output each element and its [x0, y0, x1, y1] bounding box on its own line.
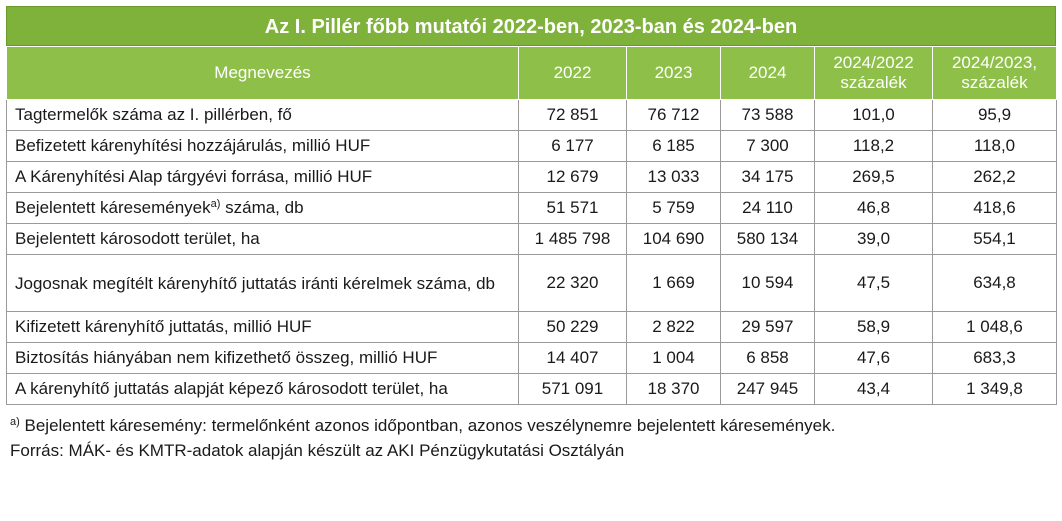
header-ratio-2024-2023-line2: százalék: [961, 73, 1028, 92]
cell-2023: 18 370: [626, 373, 721, 405]
cell-ratio-2024-2023: 95,9: [932, 99, 1057, 131]
cell-ratio-2024-2022: 47,6: [814, 342, 933, 374]
row-name: A Kárenyhítési Alap tárgyévi forrása, mi…: [6, 161, 519, 193]
row-name-text: Biztosítás hiányában nem kifizethető öss…: [15, 348, 438, 367]
header-2022: 2022: [518, 46, 627, 100]
table-footer: a) Bejelentett káresemény: termelőnként …: [6, 413, 1056, 463]
row-name: Bejelentett káreseményeka) száma, db: [6, 192, 519, 224]
cell-2024: 29 597: [720, 311, 815, 343]
cell-ratio-2024-2022: 269,5: [814, 161, 933, 193]
row-name: Biztosítás hiányában nem kifizethető öss…: [6, 342, 519, 374]
header-row: Megnevezés 2022 2023 2024 2024/2022 száz…: [6, 46, 1057, 100]
table-row: Bejelentett káreseményeka) száma, db 51 …: [6, 192, 1057, 224]
row-name-text: Tagtermelők száma az I. pillérben, fő: [15, 105, 292, 124]
table-row: A Kárenyhítési Alap tárgyévi forrása, mi…: [6, 161, 1057, 193]
cell-2022: 51 571: [518, 192, 627, 224]
footnote: a) Bejelentett káresemény: termelőnként …: [10, 413, 1056, 438]
cell-2024: 7 300: [720, 130, 815, 162]
row-name: A kárenyhítő juttatás alapját képező kár…: [6, 373, 519, 405]
row-name: Befizetett kárenyhítési hozzájárulás, mi…: [6, 130, 519, 162]
cell-ratio-2024-2022: 118,2: [814, 130, 933, 162]
header-ratio-2024-2023: 2024/2023, százalék: [932, 46, 1057, 100]
table-row: Befizetett kárenyhítési hozzájárulás, mi…: [6, 130, 1057, 162]
row-name-text: Bejelentett károsodott terület, ha: [15, 229, 260, 248]
source-note: Forrás: MÁK- és KMTR-adatok alapján kész…: [10, 441, 625, 460]
cell-2024: 580 134: [720, 223, 815, 255]
cell-ratio-2024-2023: 1 349,8: [932, 373, 1057, 405]
cell-2022: 14 407: [518, 342, 627, 374]
header-ratio-2024-2022: 2024/2022 százalék: [814, 46, 933, 100]
cell-ratio-2024-2022: 46,8: [814, 192, 933, 224]
cell-ratio-2024-2022: 39,0: [814, 223, 933, 255]
cell-2022: 50 229: [518, 311, 627, 343]
cell-2023: 104 690: [626, 223, 721, 255]
table-row: Kifizetett kárenyhítő juttatás, millió H…: [6, 311, 1057, 343]
footnote-text: Bejelentett káresemény: termelőnként azo…: [19, 416, 836, 435]
row-name: Tagtermelők száma az I. pillérben, fő: [6, 99, 519, 131]
header-ratio-2024-2022-line2: százalék: [840, 73, 907, 92]
header-ratio-2024-2023-line1: 2024/2023,: [951, 53, 1038, 72]
cell-ratio-2024-2022: 43,4: [814, 373, 933, 405]
cell-2024: 34 175: [720, 161, 815, 193]
header-2024: 2024: [720, 46, 815, 100]
cell-2023: 6 185: [626, 130, 721, 162]
cell-2023: 13 033: [626, 161, 721, 193]
cell-ratio-2024-2022: 47,5: [814, 254, 933, 312]
cell-2023: 5 759: [626, 192, 721, 224]
header-ratio-2024-2022-line1: 2024/2022: [833, 53, 914, 72]
table-row: A kárenyhítő juttatás alapját képező kár…: [6, 373, 1057, 405]
row-name-text: Befizetett kárenyhítési hozzájárulás, mi…: [15, 136, 371, 155]
table-row: Jogosnak megítélt kárenyhítő juttatás ir…: [6, 254, 1057, 312]
cell-2023: 1 004: [626, 342, 721, 374]
cell-ratio-2024-2022: 101,0: [814, 99, 933, 131]
cell-ratio-2024-2023: 118,0: [932, 130, 1057, 162]
table-title: Az I. Pillér főbb mutatói 2022-ben, 2023…: [6, 6, 1056, 46]
cell-2022: 12 679: [518, 161, 627, 193]
cell-ratio-2024-2023: 554,1: [932, 223, 1057, 255]
cell-2024: 247 945: [720, 373, 815, 405]
row-name: Jogosnak megítélt kárenyhítő juttatás ir…: [6, 254, 519, 312]
row-name-text: Kifizetett kárenyhítő juttatás, millió H…: [15, 317, 312, 336]
cell-2023: 1 669: [626, 254, 721, 312]
row-name-text-after: száma, db: [220, 198, 304, 217]
table-row: Bejelentett károsodott terület, ha 1 485…: [6, 223, 1057, 255]
row-name-text: A kárenyhítő juttatás alapját képező kár…: [15, 379, 448, 398]
cell-2022: 571 091: [518, 373, 627, 405]
cell-2024: 73 588: [720, 99, 815, 131]
header-name: Megnevezés: [6, 46, 519, 100]
table-row: Tagtermelők száma az I. pillérben, fő 72…: [6, 99, 1057, 131]
cell-ratio-2024-2023: 262,2: [932, 161, 1057, 193]
row-name-text: Jogosnak megítélt kárenyhítő juttatás ir…: [15, 273, 496, 293]
cell-ratio-2024-2023: 1 048,6: [932, 311, 1057, 343]
row-name-text: Bejelentett káresemények: [15, 198, 211, 217]
cell-2022: 6 177: [518, 130, 627, 162]
cell-2024: 6 858: [720, 342, 815, 374]
cell-2023: 2 822: [626, 311, 721, 343]
header-2023: 2023: [626, 46, 721, 100]
row-name: Bejelentett károsodott terület, ha: [6, 223, 519, 255]
table-container: Az I. Pillér főbb mutatói 2022-ben, 2023…: [6, 6, 1057, 463]
cell-2022: 22 320: [518, 254, 627, 312]
row-name-text: A Kárenyhítési Alap tárgyévi forrása, mi…: [15, 167, 373, 186]
cell-ratio-2024-2022: 58,9: [814, 311, 933, 343]
cell-2024: 10 594: [720, 254, 815, 312]
footnote-marker: a): [210, 198, 221, 210]
cell-ratio-2024-2023: 634,8: [932, 254, 1057, 312]
cell-2023: 76 712: [626, 99, 721, 131]
cell-ratio-2024-2023: 683,3: [932, 342, 1057, 374]
table-row: Biztosítás hiányában nem kifizethető öss…: [6, 342, 1057, 374]
footnote-marker: a): [10, 416, 20, 428]
cell-2022: 72 851: [518, 99, 627, 131]
row-name: Kifizetett kárenyhítő juttatás, millió H…: [6, 311, 519, 343]
cell-2022: 1 485 798: [518, 223, 627, 255]
cell-2024: 24 110: [720, 192, 815, 224]
cell-ratio-2024-2023: 418,6: [932, 192, 1057, 224]
data-table: Megnevezés 2022 2023 2024 2024/2022 száz…: [6, 46, 1057, 405]
